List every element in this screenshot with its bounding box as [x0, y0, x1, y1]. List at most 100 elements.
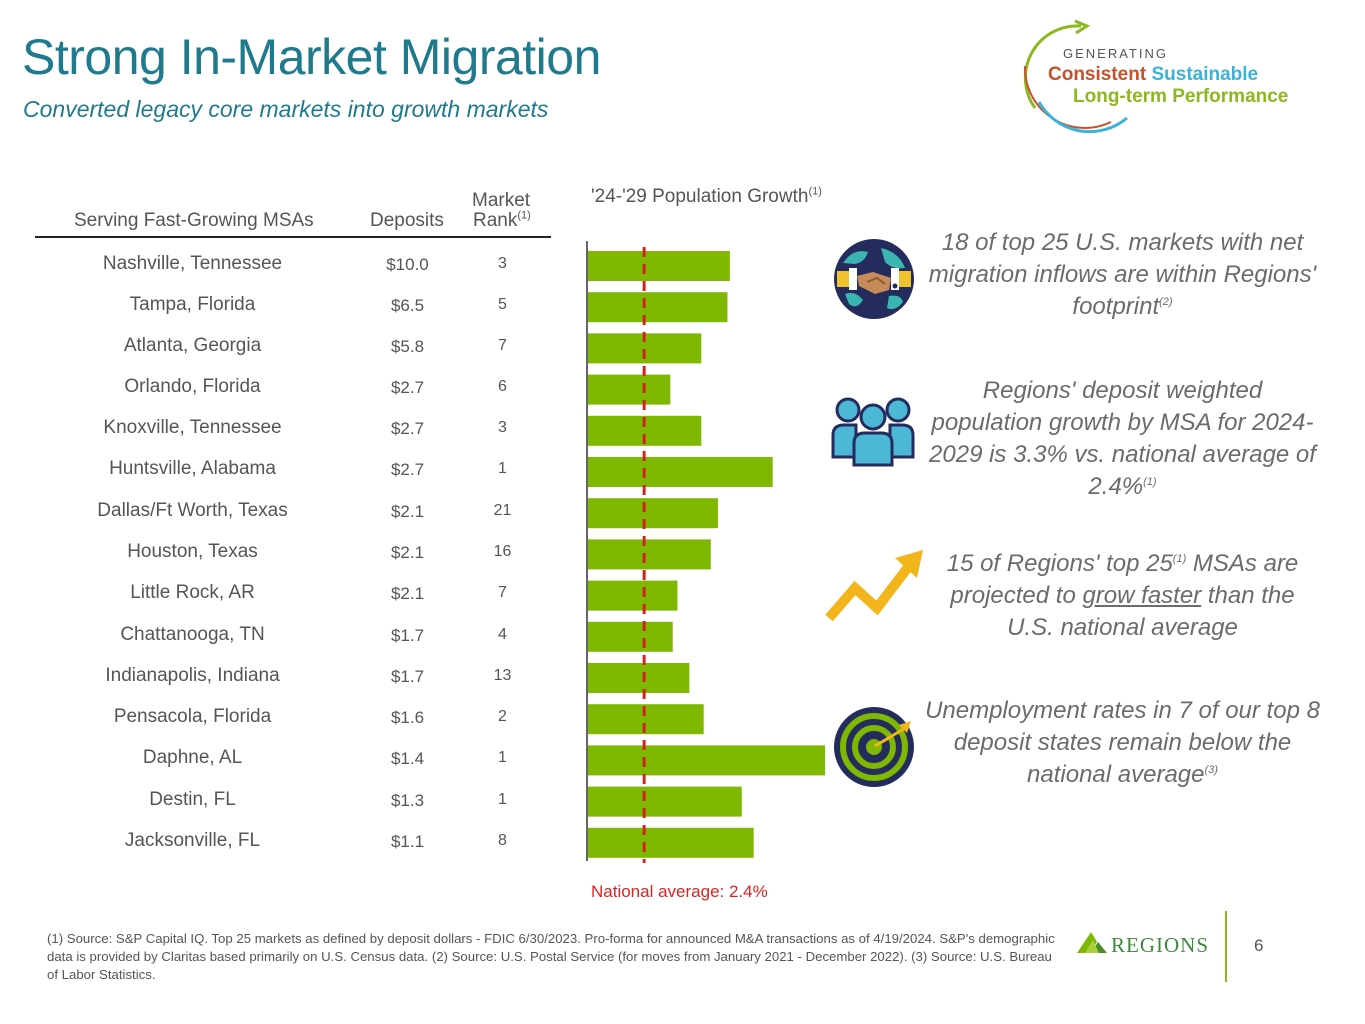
callout-deposit-growth: Regions' deposit weighted population gro… [925, 375, 1320, 503]
msa-name: Dallas/Ft Worth, Texas [97, 500, 288, 521]
callout-grow-faster: 15 of Regions' top 25(1) MSAs are projec… [925, 548, 1320, 644]
msa-name: Tampa, Florida [129, 294, 256, 315]
deposits-value: $2.1 [390, 584, 425, 603]
table-row: Dallas/Ft Worth, Texas $2.1 21 [0, 500, 560, 540]
callout-unemployment-note: (3) [1204, 764, 1218, 776]
deposits-value: $1.7 [390, 667, 425, 686]
regions-logo-text: REGIONS [1111, 933, 1209, 957]
badge-line-performance: Long-term Performance [1073, 86, 1289, 107]
table-row: Knoxville, Tennessee $2.7 3 [0, 417, 560, 457]
msa-name: Chattanooga, TN [120, 624, 265, 645]
msa-name: Nashville, Tennessee [102, 253, 283, 274]
table-row: Houston, Texas $2.1 16 [0, 541, 560, 581]
market-rank: 13 [493, 667, 512, 684]
generating-badge-arc-icon [1023, 19, 1128, 133]
msa-name: Knoxville, Tennessee [103, 417, 282, 438]
bar-indianapolis-indiana [588, 663, 690, 693]
market-rank: 2 [498, 708, 507, 725]
market-rank: 21 [493, 502, 512, 519]
bar-little-rock-ar [588, 580, 678, 611]
bar-chattanooga-tn [588, 621, 673, 652]
callout-grow-faster-post: than the U.S. national average [1007, 582, 1295, 641]
footer-divider [1225, 911, 1227, 982]
badge-line-consistent: Consistent Sustainable [1048, 64, 1258, 86]
table-row: Destin, FL $1.3 1 [0, 789, 560, 829]
page-title: Strong In-Market Migration [22, 29, 601, 85]
header-rank-label: Rank [473, 210, 518, 231]
deposits-value: $2.1 [390, 543, 425, 562]
market-rank: 7 [498, 584, 507, 601]
callout-grow-faster-note: (1) [1172, 553, 1187, 565]
page-subtitle: Converted legacy core markets into growt… [23, 96, 549, 122]
table-row: Little Rock, AR $2.1 7 [0, 582, 560, 622]
deposits-value: $2.7 [390, 419, 425, 438]
header-msa: Serving Fast-Growing MSAs [74, 210, 314, 231]
deposits-value: $2.7 [390, 460, 425, 479]
callout-deposit-growth-text: Regions' deposit weighted population gro… [929, 377, 1316, 500]
regions-logo: REGIONS [1077, 932, 1209, 957]
callout-grow-faster-underline: grow faster [1082, 582, 1202, 609]
msa-name: Huntsville, Alabama [109, 458, 276, 479]
table-row: Tampa, Florida $6.5 5 [0, 294, 560, 334]
bar-dallas-ft-worth-texas [588, 498, 718, 529]
market-rank: 3 [498, 255, 507, 272]
market-rank: 3 [498, 419, 507, 436]
callout-migration-note: (2) [1159, 296, 1173, 308]
callout-migration: 18 of top 25 U.S. markets with net migra… [925, 227, 1320, 323]
market-rank: 1 [498, 749, 507, 766]
market-rank: 1 [498, 460, 507, 477]
people-group-icon [831, 397, 915, 467]
header-market: Market [472, 190, 531, 211]
market-rank: 7 [498, 337, 507, 354]
deposits-value: $5.8 [390, 337, 425, 356]
bar-huntsville-alabama [588, 457, 773, 487]
footnotes: (1) Source: S&P Capital IQ. Top 25 marke… [47, 931, 1055, 982]
bar-orlando-florida [588, 374, 671, 405]
table-row: Daphne, AL $1.4 1 [0, 747, 560, 787]
header-deposits: Deposits [370, 210, 444, 231]
table-row: Atlanta, Georgia $5.8 7 [0, 335, 560, 375]
table-header-rule [35, 236, 551, 238]
badge-word-consistent: Consistent [1048, 64, 1147, 85]
market-rank: 6 [498, 378, 507, 395]
msa-name: Indianapolis, Indiana [105, 665, 280, 686]
market-rank: 1 [498, 791, 507, 808]
deposits-value: $1.6 [390, 708, 425, 727]
deposits-value: $1.4 [390, 749, 425, 768]
callout-unemployment: Unemployment rates in 7 of our top 8 dep… [925, 695, 1320, 791]
badge-word-sustainable: Sustainable [1151, 64, 1259, 85]
table-row: Chattanooga, TN $1.7 4 [0, 624, 560, 664]
table-row: Jacksonville, FL $1.1 8 [0, 830, 560, 870]
trend-up-arrow-icon [825, 550, 923, 622]
deposits-value: $2.7 [390, 378, 425, 397]
bar-jacksonville-fl [588, 827, 754, 858]
msa-name: Pensacola, Florida [113, 706, 272, 727]
callout-migration-text: 18 of top 25 U.S. markets with net migra… [928, 229, 1317, 320]
table-row: Huntsville, Alabama $2.7 1 [0, 458, 560, 498]
table-row: Nashville, Tennessee $10.0 3 [0, 253, 560, 293]
msa-name: Daphne, AL [142, 747, 243, 768]
population-growth-chart [586, 241, 826, 863]
bar-destin-fl [588, 786, 742, 817]
bar-pensacola-florida [588, 704, 704, 735]
header-rank: Rank(1) [473, 210, 531, 232]
msa-name: Orlando, Florida [124, 376, 261, 397]
chart-title-text: '24-'29 Population Growth [591, 186, 809, 207]
chart-title: '24-'29 Population Growth(1) [591, 186, 822, 208]
chart-title-note: (1) [808, 185, 822, 198]
market-rank: 5 [498, 296, 507, 313]
national-average-label: National average: 2.4% [591, 882, 768, 901]
msa-name: Atlanta, Georgia [123, 335, 262, 356]
handshake-globe-icon [834, 239, 914, 319]
deposits-value: $6.5 [390, 296, 425, 315]
deposits-value: $2.1 [390, 502, 425, 521]
callout-unemployment-text: Unemployment rates in 7 of our top 8 dep… [925, 697, 1320, 788]
page-number: 6 [1254, 936, 1264, 955]
table-row: Pensacola, Florida $1.6 2 [0, 706, 560, 746]
callout-deposit-growth-note: (1) [1143, 476, 1157, 488]
msa-name: Little Rock, AR [130, 582, 255, 603]
table-row: Orlando, Florida $2.7 6 [0, 376, 560, 416]
deposits-value: $1.3 [390, 791, 425, 810]
market-rank: 16 [493, 543, 512, 560]
bar-tampa-florida [588, 292, 728, 323]
